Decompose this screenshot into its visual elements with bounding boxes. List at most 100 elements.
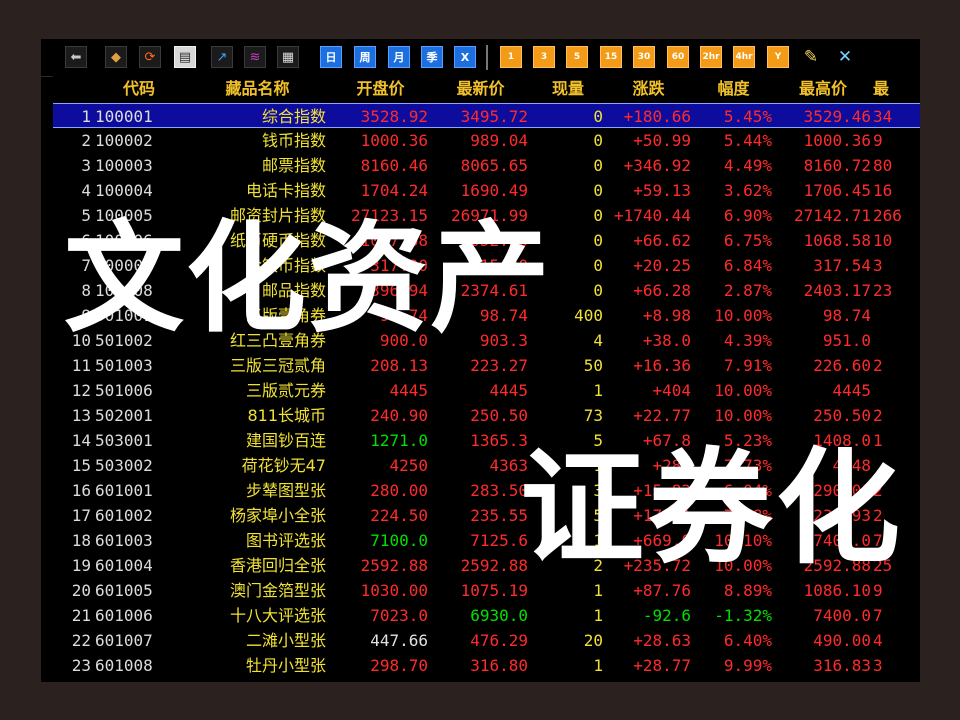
row-last: 7125.6: [470, 531, 528, 550]
row-volume: 0: [593, 206, 603, 225]
table-icon[interactable]: ▦: [277, 46, 299, 68]
row-last: 315.20: [470, 256, 528, 275]
clipboard-icon[interactable]: ▤: [174, 46, 196, 68]
calendar-button-2[interactable]: 月: [388, 46, 410, 68]
row-number: 1: [81, 107, 91, 126]
cube-icon[interactable]: ◆: [105, 46, 127, 68]
table-row[interactable]: 2 100002 钱币指数 1000.36 989.04 0 +50.99 5.44% 1000…: [53, 128, 920, 153]
row-change: +66.28: [633, 281, 691, 300]
row-more: 25: [873, 556, 893, 575]
row-name: 图书评选张: [245, 531, 326, 550]
table-row[interactable]: 10 501002 红三凸壹角券 900.0 903.3 4 +38.0 4.39% 951.0: [53, 328, 920, 353]
row-last: 316.80: [470, 656, 528, 675]
row-more: 2: [873, 506, 883, 525]
table-row[interactable]: 5 100005 邮资封片指数 27123.15 26971.99 0 +1740.44 6.…: [53, 203, 920, 228]
edit-icon: ✎: [803, 47, 819, 67]
period-button-6[interactable]: 2hr: [700, 46, 722, 68]
calendar-button-4[interactable]: X: [454, 46, 476, 68]
period-button-3[interactable]: 15: [600, 46, 622, 68]
row-volume: 400: [574, 306, 603, 325]
header-last[interactable]: 最新价: [456, 79, 505, 98]
row-code: 601008: [95, 656, 153, 675]
row-name: 红三凸壹角券: [229, 331, 326, 350]
row-change: +66.62: [633, 231, 691, 250]
table-row[interactable]: 3 100003 邮票指数 8160.46 8065.65 0 +346.92 4.49% 81…: [53, 153, 920, 178]
row-volume: 5: [593, 431, 603, 450]
header-name[interactable]: 藏品名称: [225, 79, 290, 98]
header-volume[interactable]: 现量: [551, 79, 584, 98]
table-row[interactable]: 19 601004 香港回归全张 2592.88 2592.88 2 +235.72 10.0…: [53, 553, 920, 578]
row-more: 80: [873, 156, 893, 175]
table-row[interactable]: 16 601001 步辇图型张 280.00 283.50 3 +15.82 6.04% 290…: [53, 478, 920, 503]
row-code: 601004: [95, 556, 153, 575]
row-change: +22.77: [633, 406, 691, 425]
tools-icon: ✕: [837, 47, 853, 67]
header-high[interactable]: 最高价: [798, 79, 847, 98]
table-row[interactable]: 7 100007 金银币指数 317.30 315.20 0 +20.25 6.84% 317.…: [53, 253, 920, 278]
table-row[interactable]: 11 501003 三版三冠贰角 208.13 223.27 50 +16.36 7.91% 2…: [53, 353, 920, 378]
row-high: 27142.71: [793, 206, 871, 225]
header-code[interactable]: 代码: [122, 79, 155, 98]
table-row[interactable]: 6 100006 纸币硬币指数 1067.68 1052.58 0 +66.62 6.75% 1…: [53, 228, 920, 253]
row-change: +87.76: [633, 581, 691, 600]
calendar-button-1[interactable]: 周: [354, 46, 376, 68]
period-button-2[interactable]: 5: [566, 46, 588, 68]
row-number: 15: [71, 456, 91, 475]
period-button-8[interactable]: Y: [767, 46, 789, 68]
row-name: 邮资封片指数: [229, 206, 326, 225]
row-change: +180.66: [623, 107, 691, 126]
period-button-4[interactable]: 30: [633, 46, 655, 68]
row-high: 1000.36: [803, 131, 871, 150]
header-change[interactable]: 涨跌: [632, 79, 665, 98]
table-row[interactable]: 14 503001 建国钞百连 1271.0 1365.3 5 +67.8 5.23% 1408…: [53, 428, 920, 453]
table-row[interactable]: 15 503002 荷花钞无47 4250 4363 1 +288 7.73% 4448: [53, 453, 920, 478]
row-high: 2403.17: [803, 281, 871, 300]
row-number: 7: [81, 256, 91, 275]
edit-icon[interactable]: ✎: [800, 46, 822, 68]
row-volume: 0: [593, 181, 603, 200]
period-button-0[interactable]: 1: [500, 46, 522, 68]
table-row[interactable]: 17 601002 杨家埠小全张 224.50 235.55 5 +17.41 7.78% 23…: [53, 503, 920, 528]
header-more[interactable]: 最: [873, 79, 890, 98]
row-name: 电话卡指数: [245, 181, 326, 200]
row-more: 2: [873, 406, 883, 425]
row-code: 100002: [95, 131, 153, 150]
table-icon: ▦: [281, 49, 295, 65]
row-last: 2592.88: [460, 556, 528, 575]
calendar-button-3[interactable]: 季: [421, 46, 443, 68]
tools-icon[interactable]: ✕: [834, 46, 856, 68]
period-button-7[interactable]: 4hr: [733, 46, 755, 68]
table-row[interactable]: 4 100004 电话卡指数 1704.24 1690.49 0 +59.13 3.62% 17…: [53, 178, 920, 203]
row-more: 7: [873, 606, 883, 625]
chart-icon[interactable]: ≋: [244, 46, 266, 68]
table-row[interactable]: 23 601008 牡丹小型张 298.70 316.80 1 +28.77 9.99% 316…: [53, 653, 920, 678]
table-row[interactable]: 9 501001 三版壹角券 98.74 98.74 400 +8.98 10.00% 98.7…: [53, 303, 920, 328]
refresh-icon[interactable]: ⟳: [139, 46, 161, 68]
header-open[interactable]: 开盘价: [356, 79, 405, 98]
table-row[interactable]: 12 501006 三版贰元券 4445 4445 1 +404 10.00% 4445: [53, 378, 920, 403]
table-row[interactable]: 20 601005 澳门金箔型张 1030.00 1075.19 1 +87.76 8.89%…: [53, 578, 920, 603]
row-high: 317.54: [813, 256, 871, 275]
table-row[interactable]: 8 100008 邮品指数 2396.94 2374.61 0 +66.28 2.87% 240…: [53, 278, 920, 303]
header-percent[interactable]: 幅度: [717, 79, 750, 98]
table-row[interactable]: 21 601006 十八大评选张 7023.0 6930.0 1 -92.6 -1.32% 74…: [53, 603, 920, 628]
row-open: 7100.0: [370, 531, 428, 550]
row-number: 12: [71, 381, 91, 400]
row-number: 2: [81, 131, 91, 150]
row-open: 1271.0: [370, 431, 428, 450]
row-change: +59.13: [633, 181, 691, 200]
table-row[interactable]: 22 601007 二滩小型张 447.66 476.29 20 +28.63 6.40% 49…: [53, 628, 920, 653]
back-arrow-icon[interactable]: ⬅: [65, 46, 87, 68]
row-open: 1000.36: [360, 131, 428, 150]
calendar-button-0[interactable]: 日: [320, 46, 342, 68]
row-name: 十八大评选张: [229, 606, 326, 625]
period-button-5[interactable]: 60: [667, 46, 689, 68]
row-code: 601006: [95, 606, 153, 625]
table-row[interactable]: 1 100001 综合指数 3528.92 3495.72 0 +180.66 5.45% 35…: [53, 103, 920, 128]
row-name: 综合指数: [261, 107, 326, 126]
row-name: 三版贰元券: [245, 381, 326, 400]
table-row[interactable]: 18 601003 图书评选张 7100.0 7125.6 1 +669.0 10.10% 74…: [53, 528, 920, 553]
line-chart-icon[interactable]: ↗: [211, 46, 233, 68]
table-row[interactable]: 13 502001 811长城币 240.90 250.50 73 +22.77 10.00%…: [53, 403, 920, 428]
period-button-1[interactable]: 3: [533, 46, 555, 68]
